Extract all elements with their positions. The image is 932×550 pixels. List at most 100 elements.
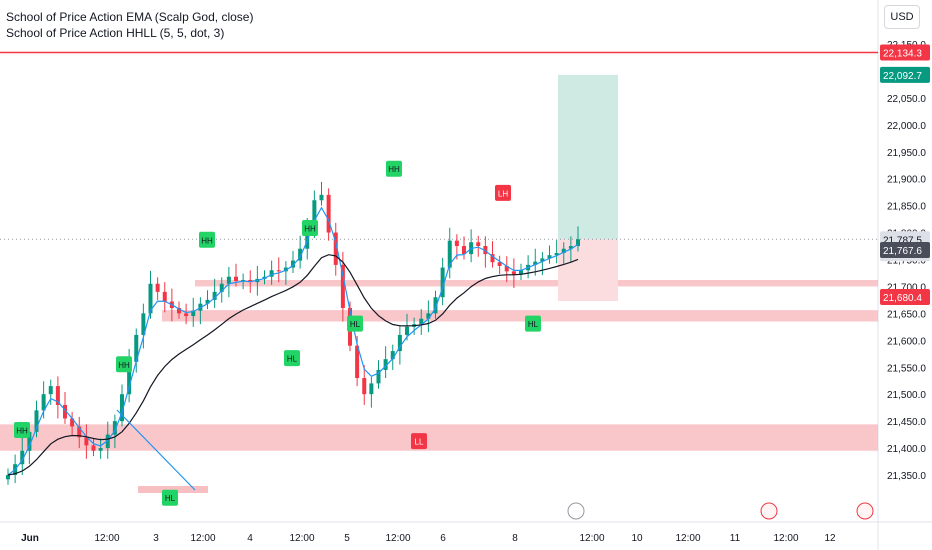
candle-body [355,345,360,379]
candle-body [226,276,231,284]
candle-body [476,242,481,247]
stop-box [558,239,618,301]
candle-body [184,313,189,317]
x-tick-label: 4 [247,533,253,544]
hhll-marker [495,184,511,201]
candle-body [63,404,67,419]
hhll-marker [116,356,132,373]
candle-body [433,297,438,314]
small-zone [138,486,208,493]
candle-body [248,279,253,283]
candle-body [405,326,409,335]
candle-body [383,359,388,370]
trend-line [116,409,196,491]
candle-body [340,264,345,308]
hhll-marker-label: HL [350,320,361,329]
candle-body [312,200,317,225]
y-tick-label: 21,550.0 [887,363,926,374]
candle-body [454,240,459,247]
candle-body [576,239,580,247]
candle-body [84,437,89,446]
x-tick-label: 6 [440,533,446,544]
candle-body [77,426,82,438]
candle-body [120,394,124,422]
candle-body [554,253,559,256]
candle-body [48,386,53,395]
candle-body [212,291,217,300]
candle-body [148,283,153,314]
hhll-marker [386,160,402,177]
candle-body [504,265,509,272]
hhll-marker-label: HH [16,426,28,435]
candle-body [326,194,331,233]
x-tick-label: 12:00 [385,533,410,544]
candle-body [177,307,181,314]
price-tag [880,66,930,83]
candle-body [319,194,324,201]
candle-body [98,448,103,451]
y-tick-label: 21,600.0 [887,336,926,347]
ema-fast-line [7,206,579,476]
candle-body [276,270,281,272]
support-resistance-zone [162,310,878,322]
candle-body [547,255,552,259]
y-tick-label: 21,650.0 [887,309,926,320]
us-flag-event-icon [760,502,778,520]
x-tick-label: 12:00 [675,533,700,544]
candle-body [333,232,338,265]
indicator-ema-label[interactable]: School of Price Action EMA (Scalp God, c… [6,10,254,24]
target-box [558,74,618,240]
hhll-marker [14,421,30,438]
candle-body [134,334,139,362]
flash-event-icon [567,502,585,520]
x-tick-label: 3 [153,533,159,544]
hhll-marker-label: LL [415,438,424,447]
ema-slow-line [7,254,579,476]
candle-body [241,279,246,282]
price-tag [880,288,930,305]
hhll-marker [199,231,215,248]
currency-button[interactable]: USD [884,5,920,29]
y-tick-label: 21,450.0 [887,417,926,428]
hhll-marker-label: LH [498,189,508,198]
candle-body [6,475,10,480]
candle-body [447,240,452,268]
y-tick-label: 22,000.0 [887,121,926,132]
candle-body [362,378,367,395]
candle-body [511,271,516,275]
candle-body [141,313,146,335]
y-tick-label: 22,050.0 [887,94,926,105]
candle-body [155,283,160,292]
x-tick-label: 12:00 [579,533,604,544]
indicator-hhll-label[interactable]: School of Price Action HHLL (5, 5, dot, … [6,26,225,40]
hhll-marker-label: HH [304,224,316,233]
candle-body [419,318,424,325]
candle-body [568,246,573,249]
candle-body [291,260,295,268]
hhll-marker [162,489,178,506]
x-tick-label: 12:00 [289,533,314,544]
candle-body [519,270,523,275]
candle-body [283,267,288,272]
candle-body [369,383,374,395]
x-tick-label: 8 [512,533,518,544]
x-tick-label: 12:00 [190,533,215,544]
price-tag-label: 22,134.3 [883,48,922,59]
candle-body [426,313,431,319]
y-tick-label: 21,700.0 [887,282,926,293]
price-tag-label: 21,680.4 [883,293,922,304]
candle-body [561,248,566,254]
candle-body [390,351,395,360]
candle-body [70,418,75,427]
price-tag-label: 22,092.7 [883,71,922,82]
hhll-marker-label: HL [165,494,176,503]
candle-body [298,248,303,261]
hhll-marker-label: HH [201,236,213,245]
candle-body [219,283,224,292]
x-tick-label: 10 [631,533,643,544]
hhll-marker-label: HH [118,361,130,370]
y-tick-label: 21,400.0 [887,444,926,455]
x-tick-label: 12:00 [773,533,798,544]
candle-body [533,261,538,265]
